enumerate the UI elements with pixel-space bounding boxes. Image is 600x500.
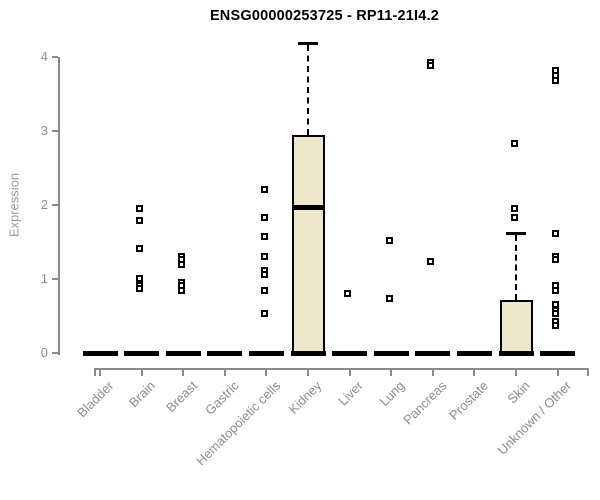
x-axis-category-label: Lung bbox=[376, 378, 408, 410]
outlier-point bbox=[260, 233, 268, 241]
x-axis-category-label: Bladder bbox=[74, 378, 117, 421]
upper-whisker bbox=[307, 45, 309, 135]
x-axis-tick bbox=[265, 370, 268, 376]
outlier-point bbox=[385, 237, 393, 245]
outlier-point bbox=[427, 62, 435, 70]
outlier-point bbox=[552, 310, 560, 318]
x-axis-category-label: Prostate bbox=[446, 378, 492, 423]
x-axis-category-label: Unknown / Other bbox=[494, 378, 575, 458]
y-axis-tick bbox=[52, 204, 58, 207]
y-axis-tick-label: 4 bbox=[40, 49, 48, 65]
upper-whisker-cap bbox=[506, 232, 526, 236]
zero-median-bar bbox=[373, 351, 409, 356]
x-axis-category-label: Breast bbox=[162, 378, 200, 416]
x-axis-category-label: Pancreas bbox=[399, 378, 450, 428]
outlier-point bbox=[260, 309, 268, 317]
x-axis-category-label: Skin bbox=[504, 378, 533, 407]
upper-whisker-cap bbox=[298, 42, 318, 46]
chart-title: ENSG00000253725 - RP11-21I4.2 bbox=[209, 8, 440, 24]
outlier-point bbox=[260, 271, 268, 279]
box-kidney bbox=[291, 134, 325, 353]
y-axis bbox=[58, 57, 60, 355]
outlier-point bbox=[136, 244, 144, 252]
outlier-point bbox=[260, 186, 268, 194]
zero-median-bar bbox=[498, 351, 534, 356]
x-axis-tick bbox=[431, 370, 434, 376]
x-axis-category-label: Kidney bbox=[285, 378, 325, 417]
zero-median-bar bbox=[415, 351, 451, 356]
outlier-point bbox=[510, 139, 518, 147]
x-axis-tick bbox=[182, 370, 185, 376]
zero-median-bar bbox=[124, 351, 160, 356]
x-axis-tick bbox=[556, 370, 559, 376]
zero-median-bar bbox=[82, 351, 118, 356]
zero-median-bar bbox=[456, 351, 492, 356]
outlier-point bbox=[385, 294, 393, 302]
x-axis-end-tick bbox=[94, 368, 96, 376]
x-axis-tick bbox=[140, 370, 143, 376]
outlier-point bbox=[552, 229, 560, 237]
outlier-point bbox=[427, 257, 435, 265]
outlier-point bbox=[344, 289, 352, 297]
x-axis-tick bbox=[348, 370, 351, 376]
x-axis-tick bbox=[307, 370, 309, 376]
x-axis-category-label: Brain bbox=[126, 378, 159, 411]
outlier-point bbox=[260, 287, 268, 295]
outlier-point bbox=[136, 217, 144, 225]
y-axis-tick-label: 0 bbox=[40, 345, 48, 360]
box-skin bbox=[499, 299, 533, 353]
outlier-point bbox=[260, 214, 268, 222]
x-axis-tick bbox=[515, 370, 517, 376]
y-axis-tick-label: 2 bbox=[40, 197, 48, 213]
outlier-point bbox=[136, 285, 144, 293]
x-axis-tick bbox=[473, 370, 476, 376]
y-axis-tick bbox=[52, 130, 58, 133]
y-axis-tick bbox=[52, 352, 58, 354]
x-axis-category-label: Liver bbox=[335, 378, 367, 409]
outlier-point bbox=[552, 76, 560, 84]
outlier-point bbox=[177, 286, 185, 294]
outlier-point bbox=[260, 253, 268, 261]
x-axis-tick bbox=[223, 370, 226, 376]
outlier-point bbox=[510, 205, 518, 213]
outlier-point bbox=[510, 214, 518, 222]
zero-median-bar bbox=[207, 351, 243, 356]
x-axis-end-tick bbox=[587, 368, 589, 376]
zero-median-bar bbox=[332, 351, 368, 356]
x-axis-category-label: Gastric bbox=[201, 378, 242, 418]
median-line bbox=[291, 205, 325, 211]
outlier-point bbox=[177, 260, 185, 268]
x-axis-tick bbox=[99, 370, 101, 376]
y-axis-tick bbox=[52, 56, 58, 59]
outlier-point bbox=[136, 205, 144, 213]
x-axis-tick bbox=[390, 370, 393, 376]
zero-median-bar bbox=[290, 351, 326, 356]
upper-whisker bbox=[515, 235, 517, 300]
y-axis-tick-label: 1 bbox=[40, 271, 48, 287]
zero-median-bar bbox=[165, 351, 201, 356]
outlier-point bbox=[552, 255, 560, 263]
y-axis-tick bbox=[52, 278, 58, 281]
outlier-point bbox=[136, 274, 144, 282]
zero-median-bar bbox=[540, 351, 576, 356]
x-axis bbox=[94, 368, 589, 370]
zero-median-bar bbox=[248, 351, 284, 356]
y-axis-tick-label: 3 bbox=[40, 123, 48, 139]
outlier-point bbox=[552, 322, 560, 330]
outlier-point bbox=[552, 286, 560, 294]
